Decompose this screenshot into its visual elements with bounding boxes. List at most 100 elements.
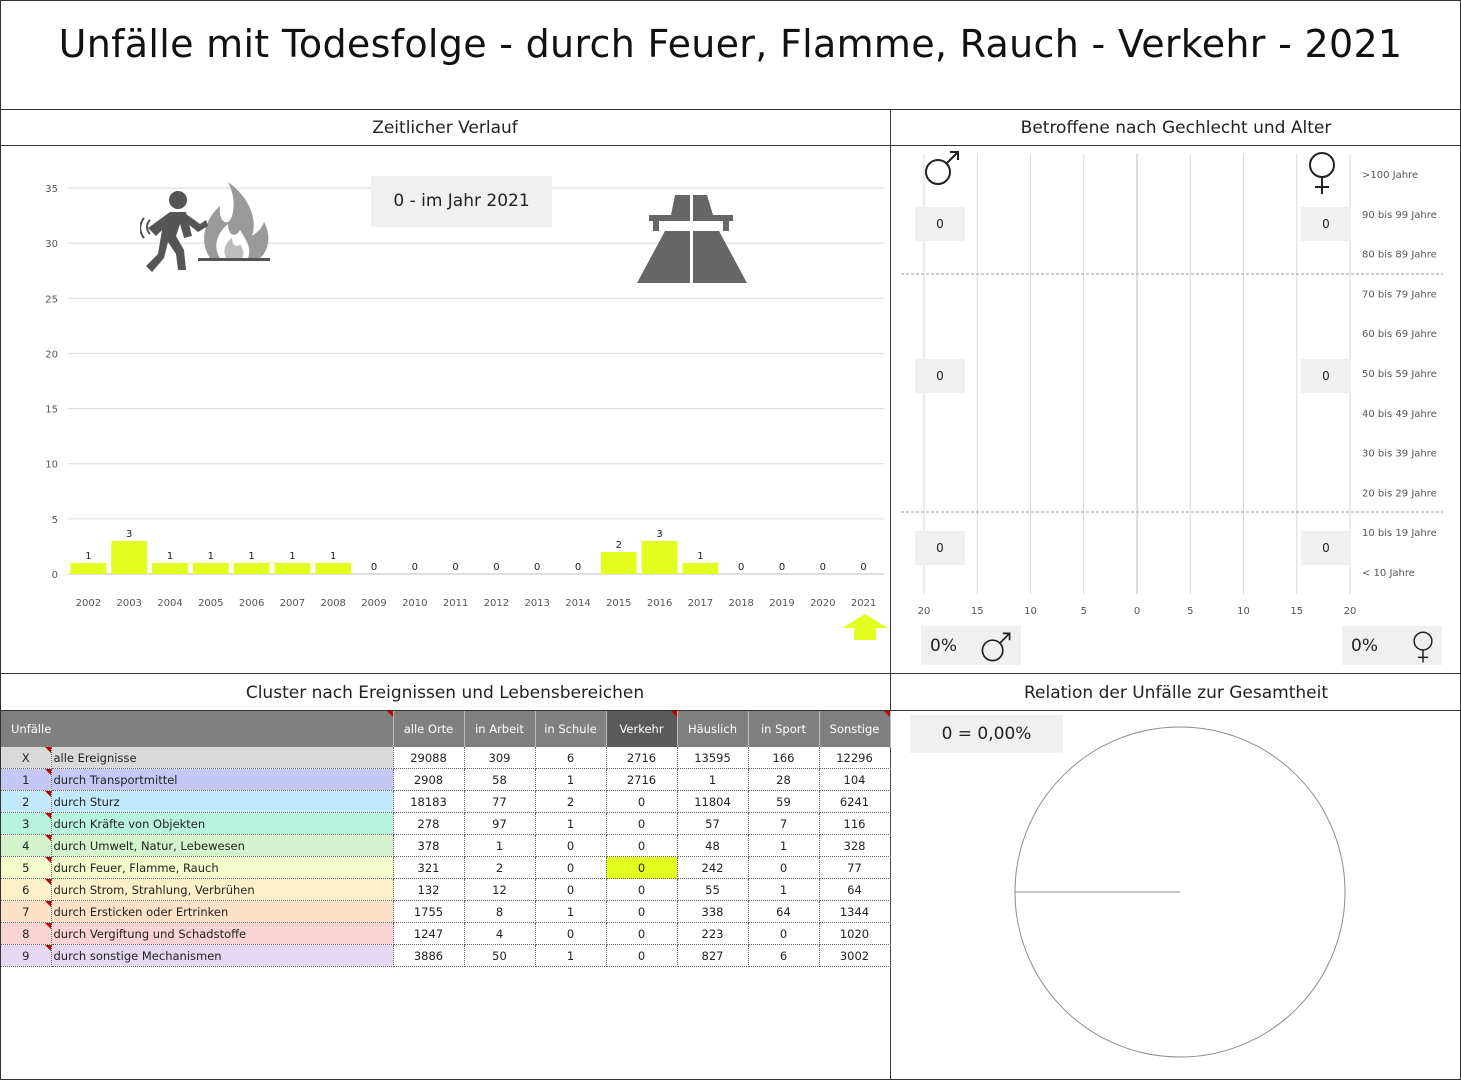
table-row[interactable]: 9 durch sonstige Mechanismen 3886 50 1 0 827 6 3…	[1, 944, 891, 967]
table-cell: 58	[464, 768, 536, 791]
bar	[274, 562, 311, 574]
y-tick-label: 0	[52, 570, 58, 581]
data-label: 1	[289, 551, 295, 562]
column-header[interactable]: Sonstige	[819, 711, 891, 747]
x-tick-label: 2003	[116, 598, 141, 609]
table-cell: 132	[393, 878, 465, 901]
comment-marker-icon	[44, 791, 51, 797]
comment-marker-icon	[44, 857, 51, 863]
female-group-total: 0	[1301, 359, 1351, 393]
table-cell: 0	[606, 812, 678, 835]
data-label: 3	[126, 529, 132, 540]
comment-marker-icon	[44, 945, 51, 951]
x-tick-label: 20	[918, 606, 931, 617]
row-code: 4	[1, 834, 52, 857]
x-tick-label: 2006	[239, 598, 264, 609]
table-cell: 1	[748, 878, 820, 901]
data-label: 0	[575, 562, 581, 573]
table-cell: 0	[606, 856, 678, 879]
x-tick-label: 10	[1024, 606, 1037, 617]
row-code: 9	[1, 944, 52, 967]
table-cell: 1	[535, 944, 607, 967]
table-cell: 6	[535, 747, 607, 769]
row-label: durch Transportmittel	[51, 768, 394, 791]
table-cell: 8	[464, 900, 536, 923]
column-header[interactable]: in Arbeit	[464, 711, 536, 747]
comment-marker-icon	[883, 711, 890, 717]
highway-road-icon	[637, 195, 747, 283]
age-group-label: 50 bis 59 Jahre	[1362, 369, 1437, 380]
table-cell: 1	[535, 812, 607, 835]
data-label: 1	[167, 551, 173, 562]
table-row[interactable]: 2 durch Sturz 18183 77 2 0 11804 59 6241	[1, 790, 891, 813]
age-group-label: 60 bis 69 Jahre	[1362, 329, 1437, 340]
cluster-table: Unfälle alle Orte in Arbeit in Schule Ve…	[1, 711, 891, 967]
column-header[interactable]: alle Orte	[393, 711, 465, 747]
table-cell: 0	[748, 922, 820, 945]
divider	[0, 673, 1461, 674]
table-cell: 0	[535, 922, 607, 945]
column-header[interactable]: in Sport	[748, 711, 820, 747]
x-tick-label: 2018	[728, 598, 753, 609]
y-tick-label: 10	[45, 460, 58, 471]
up-arrow-icon	[842, 614, 888, 640]
gender-age-chart: 20 15 10 5 0 5 10 15 20 >100 Jahre 90 bis 99 Jahre…	[901, 154, 1443, 617]
x-tick-label: 2019	[769, 598, 794, 609]
table-row[interactable]: 1 durch Transportmittel 2908 58 1 2716 1 28 104	[1, 768, 891, 791]
table-row[interactable]: 3 durch Kräfte von Objekten 278 97 1 0 57 7 116	[1, 812, 891, 835]
table-cell: 50	[464, 944, 536, 967]
row-label: durch Sturz	[51, 790, 394, 813]
table-cell: 12	[464, 878, 536, 901]
table-cell: 55	[677, 878, 749, 901]
table-cell: 223	[677, 922, 749, 945]
row-label: durch Kräfte von Objekten	[51, 812, 394, 835]
table-row[interactable]: 5 durch Feuer, Flamme, Rauch 321 2 0 0 242 0 77	[1, 856, 891, 879]
table-row[interactable]: 7 durch Ersticken oder Ertrinken 1755 8 1 0 33…	[1, 900, 891, 923]
table-cell: 11804	[677, 790, 749, 813]
table-cell: 7	[748, 812, 820, 835]
divider	[890, 109, 891, 1079]
age-group-label: >100 Jahre	[1362, 170, 1418, 181]
x-tick-label: 2011	[443, 598, 468, 609]
comment-marker-icon	[386, 711, 393, 717]
row-code: 7	[1, 900, 52, 923]
x-tick-label: 2016	[647, 598, 672, 609]
table-row[interactable]: 8 durch Vergiftung und Schadstoffe 1247 4 0 0…	[1, 922, 891, 945]
age-group-label: < 10 Jahre	[1362, 568, 1415, 579]
male-group-total: 0	[915, 207, 965, 241]
data-label: 0	[738, 562, 744, 573]
table-cell: 4	[464, 922, 536, 945]
table-cell: 1020	[819, 922, 891, 945]
x-tick-label: 2002	[76, 598, 101, 609]
person-fleeing-fire-icon	[140, 182, 270, 272]
column-header[interactable]: in Schule	[535, 711, 607, 747]
x-tick-label: 2020	[810, 598, 835, 609]
x-tick-label: 2010	[402, 598, 427, 609]
table-cell: 59	[748, 790, 820, 813]
y-tick-label: 25	[45, 294, 58, 305]
column-header-highlight[interactable]: Verkehr	[606, 711, 678, 747]
table-row[interactable]: 4 durch Umwelt, Natur, Lebewesen 378 1 0 0 48 1…	[1, 834, 891, 857]
table-cell: 6241	[819, 790, 891, 813]
x-tick-label: 2007	[280, 598, 305, 609]
comment-marker-icon	[44, 813, 51, 819]
table-cell: 1	[748, 834, 820, 857]
table-cell: 1	[677, 768, 749, 791]
y-tick-label: 20	[45, 349, 58, 360]
data-label: 1	[248, 551, 254, 562]
bar	[192, 562, 229, 574]
table-row[interactable]: 6 durch Strom, Strahlung, Verbrühen 132 12 0…	[1, 878, 891, 901]
column-header[interactable]: Häuslich	[677, 711, 749, 747]
female-total-box: 0%	[1342, 626, 1442, 665]
table-cell: 2716	[606, 768, 678, 791]
table-cell: 166	[748, 747, 820, 769]
table-cell: 0	[535, 878, 607, 901]
bar	[70, 562, 107, 574]
x-tick-label: 2009	[361, 598, 386, 609]
comment-marker-icon	[44, 747, 51, 753]
bar	[111, 540, 148, 574]
column-header[interactable]: Unfälle	[1, 711, 394, 747]
age-group-label: 80 bis 89 Jahre	[1362, 250, 1437, 261]
comment-marker-icon	[44, 835, 51, 841]
